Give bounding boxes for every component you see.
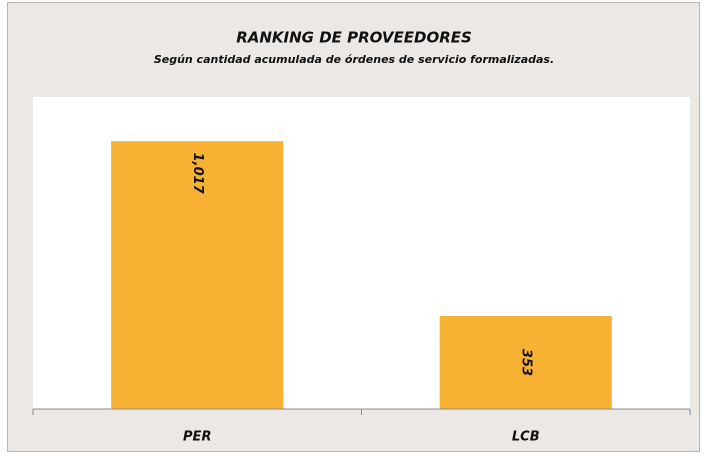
data-label: 353	[518, 349, 533, 376]
bar	[439, 316, 612, 409]
x-tick-label: PER	[183, 430, 211, 445]
x-tick-label: LCB	[512, 430, 540, 445]
chart-subtitle: Según cantidad acumulada de órdenes de s…	[154, 53, 554, 66]
data-label: 1,017	[190, 153, 205, 195]
bar	[111, 141, 284, 409]
chart-title: RANKING DE PROVEEDORES	[236, 29, 472, 47]
